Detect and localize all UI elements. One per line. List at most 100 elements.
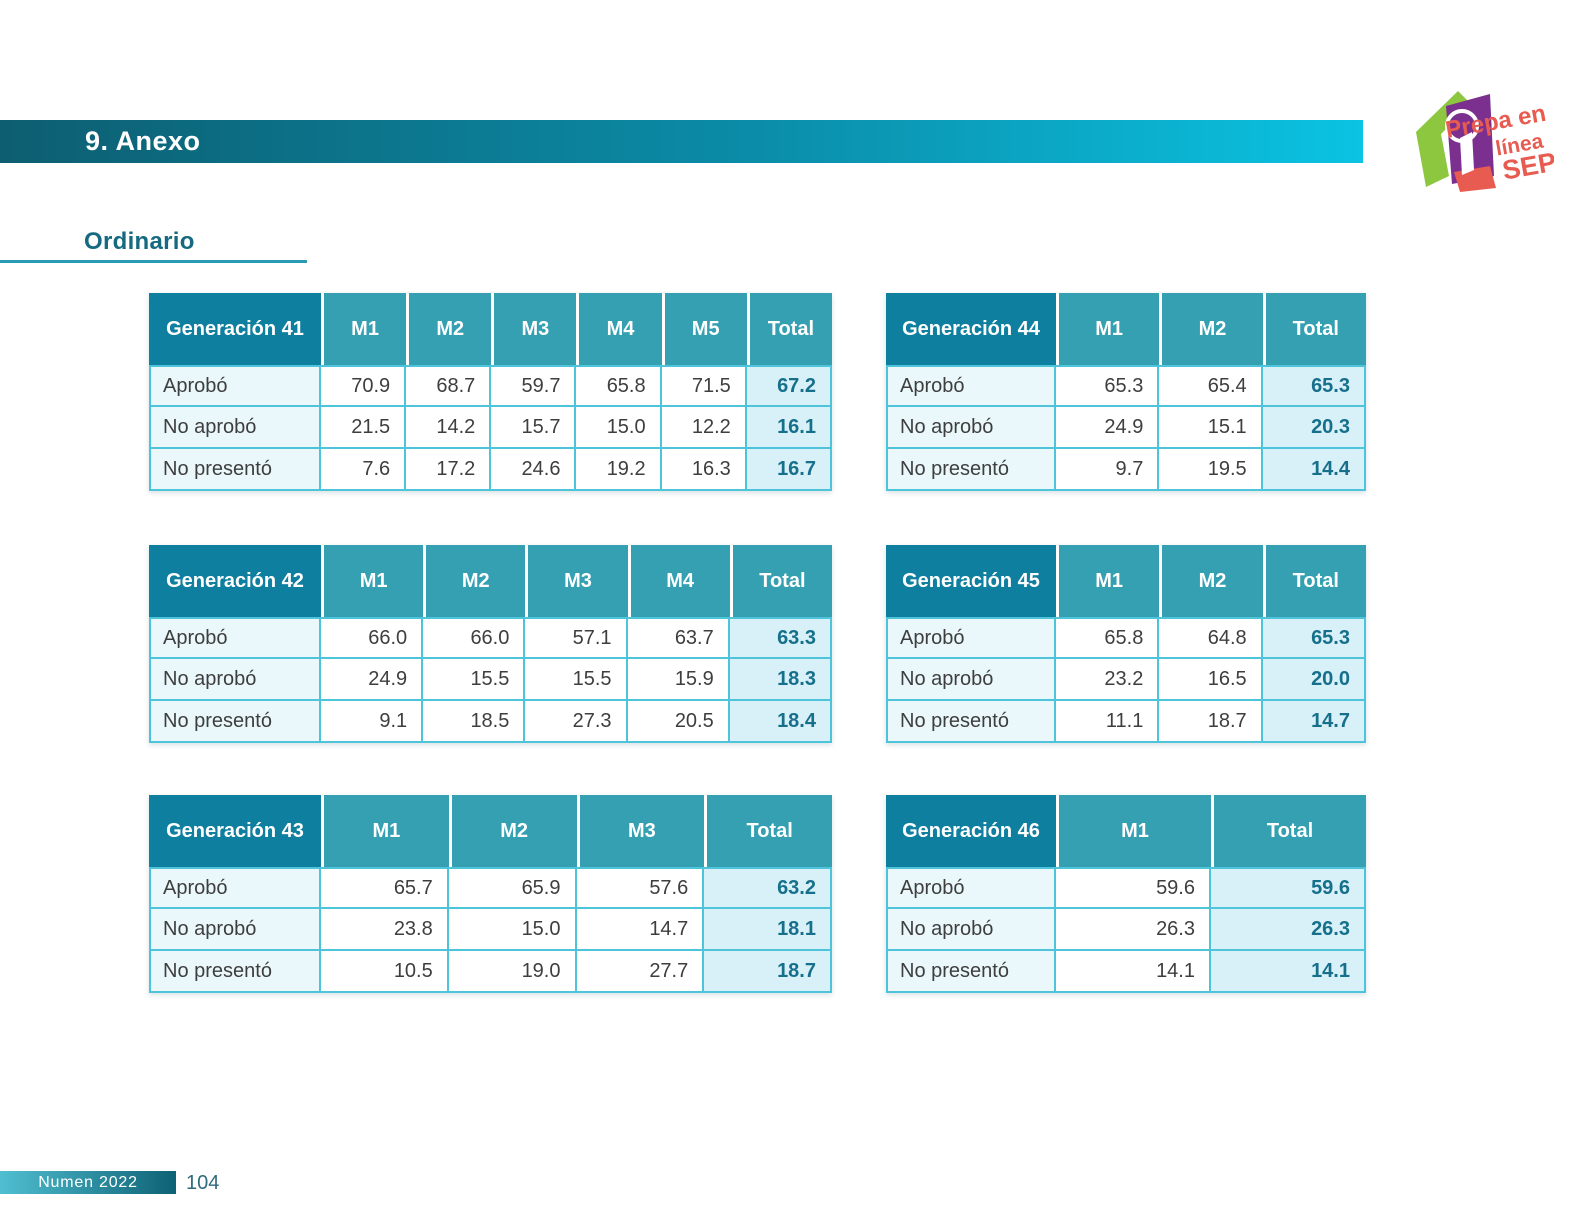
table-row: No aprobó 24.9 15.5 15.5 15.9 18.3 [149,659,832,701]
table-row: Aprobó 65.8 64.8 65.3 [886,617,1366,659]
prepa-en-linea-sep-logo: Prepa en línea SEP [1416,91,1554,192]
column-header-m2: M2 [406,293,492,365]
section-title-underline [0,260,307,263]
value-cell: 20.5 [627,701,730,743]
column-header-m1: M1 [1056,545,1160,617]
row-label: No aprobó [886,407,1056,449]
column-header-m1: M1 [1056,795,1211,867]
value-cell: 7.6 [321,449,407,491]
header-row: Generación 41 M1 M2 M3 M4 M5 Total [149,293,832,365]
value-cell: 65.8 [1056,617,1160,659]
value-cell: 64.8 [1159,617,1263,659]
value-cell: 11.1 [1056,701,1160,743]
value-cell: 23.8 [321,909,449,951]
table-row: No aprobó 21.5 14.2 15.7 15.0 12.2 16.1 [149,407,832,449]
value-cell: 59.7 [491,365,577,407]
page-number: 104 [186,1172,220,1194]
value-cell: 21.5 [321,407,407,449]
table-row: No presentó 9.7 19.5 14.4 [886,449,1366,491]
column-header-m3: M3 [525,545,628,617]
column-header-total: Total [1211,795,1366,867]
row-label: Aprobó [886,867,1056,909]
value-cell: 14.1 [1056,951,1211,993]
column-header-m5: M5 [661,293,747,365]
total-cell: 26.3 [1211,909,1366,951]
generation-title-cell: Generación 45 [886,545,1056,617]
header-row: Generación 44 M1 M2 Total [886,293,1366,365]
value-cell: 19.2 [576,449,662,491]
table-row: No presentó 9.1 18.5 27.3 20.5 18.4 [149,701,832,743]
value-cell: 65.7 [321,867,449,909]
total-cell: 65.3 [1262,365,1366,407]
column-header-m1: M1 [321,293,407,365]
table-row: No aprobó 23.2 16.5 20.0 [886,659,1366,701]
table-generacion-41: Generación 41 M1 M2 M3 M4 M5 Total Aprobó 70.9 68… [149,293,832,491]
generation-table: Generación 46 M1 Total Aprobó 59.6 59.6 No apr… [886,795,1366,993]
value-cell: 15.7 [491,407,577,449]
column-header-total: Total [704,795,832,867]
row-label: Aprobó [886,365,1056,407]
footer-label: Numen 2022 [38,1173,138,1191]
generation-title-cell: Generación 46 [886,795,1056,867]
value-cell: 65.8 [576,365,662,407]
table-row: No presentó 7.6 17.2 24.6 19.2 16.3 16.7 [149,449,832,491]
header-row: Generación 43 M1 M2 M3 Total [149,795,832,867]
value-cell: 63.7 [627,617,730,659]
value-cell: 14.2 [406,407,492,449]
column-header-m1: M1 [321,545,424,617]
generation-table: Generación 45 M1 M2 Total Aprobó 65.8 64.8 65.3… [886,545,1366,743]
row-label: No presentó [149,951,321,993]
row-label: No aprobó [886,909,1056,951]
section-title: Ordinario [84,228,195,255]
generation-title-cell: Generación 43 [149,795,321,867]
value-cell: 15.1 [1159,407,1263,449]
column-header-m1: M1 [321,795,449,867]
value-cell: 16.5 [1159,659,1263,701]
table-row: Aprobó 59.6 59.6 [886,867,1366,909]
value-cell: 59.6 [1056,867,1211,909]
row-label: No presentó [886,951,1056,993]
generation-table: Generación 41 M1 M2 M3 M4 M5 Total Aprobó 70.9 68… [149,293,832,491]
total-cell: 14.4 [1262,449,1366,491]
row-label: No presentó [886,449,1056,491]
value-cell: 57.6 [576,867,705,909]
column-header-m3: M3 [576,795,705,867]
column-header-m3: M3 [491,293,577,365]
value-cell: 68.7 [406,365,492,407]
footer-brand-bar: Numen 2022 [0,1171,176,1194]
table-row: Aprobó 65.7 65.9 57.6 63.2 [149,867,832,909]
table-row: No presentó 10.5 19.0 27.7 18.7 [149,951,832,993]
total-cell: 18.1 [704,909,832,951]
value-cell: 12.2 [661,407,747,449]
column-header-total: Total [746,293,832,365]
row-label: No presentó [886,701,1056,743]
column-header-m4: M4 [627,545,730,617]
generation-table: Generación 42 M1 M2 M3 M4 Total Aprobó 66.0 66.0… [149,545,832,743]
value-cell: 71.5 [661,365,747,407]
total-cell: 20.0 [1262,659,1366,701]
value-cell: 23.2 [1056,659,1160,701]
table-generacion-44: Generación 44 M1 M2 Total Aprobó 65.3 65.4 65.3… [886,293,1366,491]
value-cell: 19.5 [1159,449,1263,491]
total-cell: 59.6 [1211,867,1366,909]
value-cell: 15.0 [448,909,577,951]
value-cell: 14.7 [576,909,705,951]
total-cell: 18.3 [729,659,832,701]
row-label: Aprobó [886,617,1056,659]
value-cell: 57.1 [525,617,628,659]
table-row: No aprobó 23.8 15.0 14.7 18.1 [149,909,832,951]
value-cell: 65.4 [1159,365,1263,407]
header-row: Generación 46 M1 Total [886,795,1366,867]
value-cell: 70.9 [321,365,407,407]
value-cell: 10.5 [321,951,449,993]
value-cell: 65.3 [1056,365,1160,407]
section-header-bar: 9. Anexo [0,120,1363,163]
total-cell: 18.4 [729,701,832,743]
generation-title-cell: Generación 44 [886,293,1056,365]
column-header-total: Total [1262,545,1366,617]
row-label: No aprobó [149,659,321,701]
column-header-m2: M2 [1159,545,1263,617]
generation-table: Generación 43 M1 M2 M3 Total Aprobó 65.7 65.9 57… [149,795,832,993]
header-row: Generación 45 M1 M2 Total [886,545,1366,617]
total-cell: 14.7 [1262,701,1366,743]
